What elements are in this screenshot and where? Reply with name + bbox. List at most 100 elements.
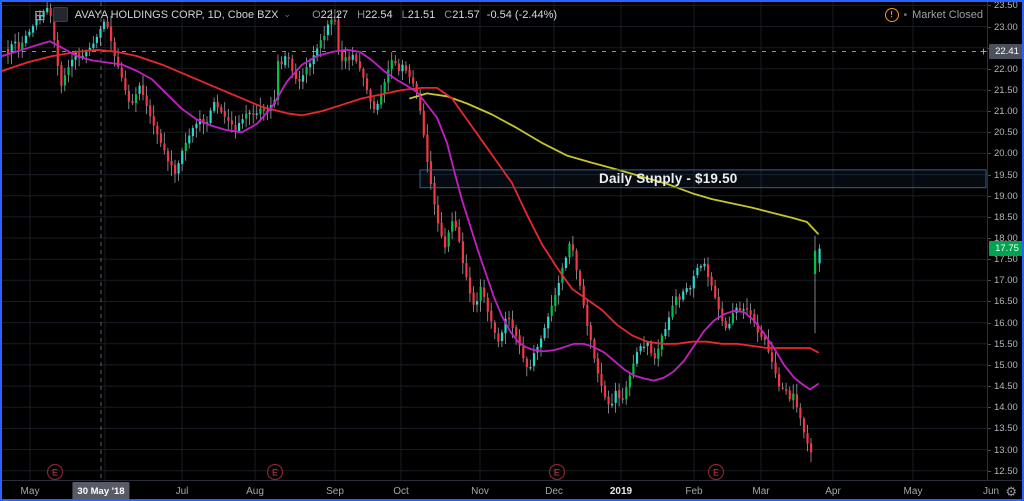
price-tick-label: 21.50 bbox=[994, 85, 1018, 96]
candle-body bbox=[724, 320, 727, 328]
alert-icon[interactable]: ! bbox=[884, 8, 899, 22]
grid-layout-icon[interactable]: ⊞ bbox=[34, 6, 46, 23]
candle-body bbox=[710, 276, 713, 286]
candle-body bbox=[383, 81, 386, 95]
candle-body bbox=[262, 108, 265, 111]
candle-body bbox=[714, 285, 717, 298]
price-tick-label: 19.00 bbox=[994, 191, 1018, 202]
candle-body bbox=[749, 310, 752, 315]
add-alert-plus-icon[interactable]: + bbox=[980, 45, 987, 59]
price-tick-mark bbox=[988, 5, 991, 6]
candle-body bbox=[792, 393, 795, 401]
price-tick-label: 16.00 bbox=[994, 318, 1018, 329]
candle-body bbox=[319, 40, 322, 48]
price-tick-mark bbox=[988, 386, 991, 387]
candle-body bbox=[451, 221, 454, 232]
time-tick-month: Apr bbox=[825, 486, 841, 497]
candle-body bbox=[142, 85, 145, 95]
supply-zone-box[interactable] bbox=[419, 169, 987, 189]
price-tick-label: 18.00 bbox=[994, 233, 1018, 244]
candle-body bbox=[788, 390, 791, 400]
price-tick-mark bbox=[988, 280, 991, 281]
candle-body bbox=[67, 67, 70, 75]
candle-body bbox=[814, 250, 817, 274]
candle-body bbox=[575, 250, 578, 271]
symbol-title[interactable]: AVAYA HOLDINGS CORP, 1D, Cboe BZX bbox=[74, 8, 279, 21]
candle-body bbox=[818, 248, 821, 264]
candle-body bbox=[177, 163, 180, 174]
candle-body bbox=[707, 264, 710, 277]
prev-close-price-label: 22.41 bbox=[989, 44, 1022, 59]
chart-pane[interactable]: + E E E E ⊞ AVAYA HOLDINGS CORP, 1D, Cboe BZ… bbox=[2, 2, 987, 480]
candle-body bbox=[422, 110, 425, 136]
time-axis[interactable]: 30 May '18 ⚙ May Jul Aug Sep Oct Nov Dec 2019 Fe… bbox=[2, 480, 1022, 499]
price-chart[interactable]: + E E E E bbox=[2, 2, 987, 480]
ohlc-item-h: H22.54 bbox=[357, 8, 393, 21]
candle-body bbox=[461, 241, 464, 264]
candle-body bbox=[635, 352, 639, 364]
candle-body bbox=[579, 271, 582, 286]
chevron-down-icon[interactable]: ⌄ bbox=[283, 9, 292, 19]
candle-body bbox=[685, 288, 688, 293]
candle-body bbox=[355, 54, 358, 62]
market-status: ! • Market Closed bbox=[884, 8, 983, 22]
candle-body bbox=[85, 51, 88, 57]
market-status-text: Market Closed bbox=[912, 9, 983, 21]
candle-body bbox=[401, 64, 404, 72]
price-tick-label: 18.50 bbox=[994, 212, 1018, 223]
MA-short-purple[interactable] bbox=[2, 40, 819, 391]
candle-body bbox=[607, 396, 610, 405]
candle-body bbox=[138, 85, 141, 94]
price-tick-mark bbox=[988, 153, 991, 154]
candle-body bbox=[255, 113, 258, 115]
earnings-marker-circle[interactable] bbox=[46, 463, 64, 480]
time-tick-year: 2019 bbox=[609, 486, 633, 497]
candle-body bbox=[117, 56, 120, 67]
candle-body bbox=[301, 75, 305, 82]
candle-body bbox=[337, 19, 340, 51]
candle-body bbox=[497, 333, 500, 342]
price-tick-label: 17.50 bbox=[994, 254, 1018, 265]
earnings-marker-circle[interactable] bbox=[266, 463, 284, 480]
candle-body bbox=[667, 317, 671, 330]
time-tick-month: Dec bbox=[545, 486, 563, 497]
candle-body bbox=[692, 276, 695, 289]
earnings-marker-circle[interactable] bbox=[548, 463, 566, 480]
MA-long-yellow[interactable] bbox=[409, 92, 819, 235]
candle-body bbox=[348, 56, 351, 61]
candle-body bbox=[479, 286, 482, 301]
time-tick-month: Oct bbox=[393, 486, 409, 497]
candle-body bbox=[220, 107, 223, 112]
candle-body bbox=[170, 161, 173, 166]
price-tick-mark bbox=[988, 450, 991, 451]
price-tick-mark bbox=[988, 132, 991, 133]
candle-body bbox=[753, 314, 756, 323]
candle-body bbox=[472, 292, 475, 305]
candle-body bbox=[124, 78, 127, 91]
price-tick-mark bbox=[988, 428, 991, 429]
candle-body bbox=[230, 120, 233, 125]
supply-zone-label[interactable]: Daily Supply - $19.50 bbox=[599, 171, 738, 186]
candle-body bbox=[188, 135, 191, 144]
candle-body bbox=[810, 443, 813, 453]
candle-body bbox=[550, 305, 553, 316]
candle-body bbox=[412, 77, 415, 84]
price-axis[interactable]: 23.5023.0022.5022.0021.5021.0020.5020.00… bbox=[987, 2, 1022, 480]
candle-body bbox=[280, 61, 283, 65]
candle-body bbox=[596, 358, 599, 374]
candle-body bbox=[326, 24, 329, 35]
earnings-marker-circle[interactable] bbox=[707, 463, 725, 480]
candle-body bbox=[675, 296, 678, 305]
price-tick-mark bbox=[988, 27, 991, 28]
candle-body bbox=[554, 295, 557, 306]
candle-body bbox=[770, 352, 774, 362]
candle-body bbox=[742, 309, 745, 311]
ohlc-item-l: L21.51 bbox=[401, 8, 436, 21]
candle-body bbox=[81, 55, 84, 58]
settings-gear-icon[interactable]: ⚙ bbox=[1005, 484, 1017, 499]
candle-body bbox=[486, 297, 489, 312]
price-tick-mark bbox=[988, 344, 991, 345]
price-tick-mark bbox=[988, 217, 991, 218]
candle-body bbox=[31, 26, 35, 33]
MA-mid-red[interactable] bbox=[2, 48, 819, 354]
